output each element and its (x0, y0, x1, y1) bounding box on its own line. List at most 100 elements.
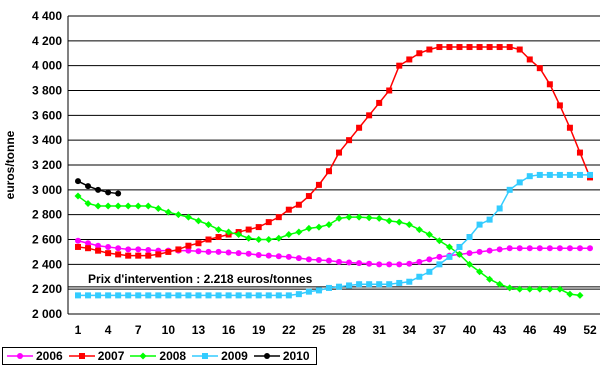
data-point (155, 251, 162, 258)
data-point (355, 213, 363, 221)
x-tick-label: 16 (222, 323, 236, 337)
data-point (295, 228, 303, 236)
data-point (587, 245, 593, 252)
data-point (556, 171, 563, 178)
data-point (406, 260, 413, 267)
series-2009 (75, 171, 593, 299)
data-point (587, 171, 593, 178)
data-point (263, 353, 270, 359)
data-point (145, 247, 152, 254)
data-point (255, 236, 263, 243)
x-tick-label: 22 (282, 323, 296, 337)
data-point (184, 213, 192, 221)
data-point (415, 226, 423, 234)
data-point (335, 214, 343, 222)
data-point (275, 253, 282, 260)
data-point (125, 252, 132, 259)
x-tick-label: 31 (372, 323, 386, 337)
series-line (77, 240, 590, 266)
data-point (325, 257, 332, 264)
data-point (195, 240, 202, 247)
x-tick-label: 25 (312, 323, 326, 337)
data-point (406, 278, 413, 285)
data-point (566, 171, 573, 178)
data-point (345, 213, 353, 221)
data-point (174, 211, 182, 219)
data-point (566, 124, 573, 131)
series-2008 (74, 192, 584, 299)
data-point (105, 292, 112, 299)
data-point (496, 205, 503, 212)
data-point (285, 206, 292, 213)
y-tick-label: 2 200 (32, 282, 62, 296)
data-point (426, 268, 433, 275)
data-point (425, 231, 433, 239)
y-tick-label: 2 000 (32, 307, 62, 321)
data-point (315, 181, 322, 188)
legend-swatch (7, 353, 33, 359)
data-point (78, 353, 85, 359)
data-point (476, 248, 483, 255)
data-point (125, 292, 132, 299)
data-point (175, 246, 182, 253)
data-point (325, 284, 332, 291)
data-point (396, 261, 403, 268)
data-point (305, 193, 312, 200)
data-point (336, 283, 343, 290)
data-point (144, 202, 152, 210)
data-point (376, 99, 383, 106)
data-point (295, 291, 302, 298)
data-point (74, 192, 82, 200)
data-point (215, 248, 222, 255)
data-point (366, 112, 373, 119)
y-axis: 2 000 2 200 2 400 2 600 2 800 3 000 3 200 3 400… (32, 9, 69, 321)
data-point (506, 284, 514, 292)
data-point (115, 245, 122, 252)
legend-label: 2006 (36, 349, 63, 363)
data-point (566, 245, 573, 252)
data-point (576, 245, 583, 252)
data-point (456, 44, 463, 51)
data-point (114, 202, 122, 210)
legend-swatch (192, 353, 219, 359)
data-point (395, 218, 403, 226)
data-point (225, 228, 233, 236)
legend: 2006 2007 2008 2009 2010 (2, 347, 317, 365)
data-point (275, 214, 282, 221)
legend-swatch (68, 353, 95, 359)
data-point (476, 268, 484, 276)
data-point (215, 292, 222, 299)
legend-label: 2010 (282, 349, 310, 363)
data-point (205, 292, 212, 299)
data-point (556, 245, 563, 252)
series-2007 (75, 44, 593, 259)
data-point (396, 62, 403, 69)
data-point (466, 44, 473, 51)
data-point (135, 292, 142, 299)
data-point (185, 247, 192, 254)
x-tick-label: 37 (433, 323, 447, 337)
data-point (139, 352, 147, 360)
data-point (205, 221, 213, 229)
data-point (486, 44, 493, 51)
data-point (85, 183, 92, 190)
data-point (134, 202, 142, 210)
data-point (346, 137, 353, 144)
data-point (466, 250, 473, 257)
data-point (185, 292, 192, 299)
data-point (255, 224, 262, 231)
data-point (486, 247, 493, 254)
data-point (336, 149, 343, 156)
data-point (105, 250, 112, 257)
data-point (315, 287, 322, 294)
data-point (165, 292, 172, 299)
data-point (435, 237, 443, 245)
data-point (466, 260, 474, 268)
data-point (386, 87, 393, 94)
data-point (95, 186, 102, 193)
legend-label: 2007 (97, 349, 125, 363)
data-point (416, 273, 423, 280)
data-point (215, 234, 222, 241)
data-point (416, 50, 423, 57)
data-point (305, 224, 313, 232)
